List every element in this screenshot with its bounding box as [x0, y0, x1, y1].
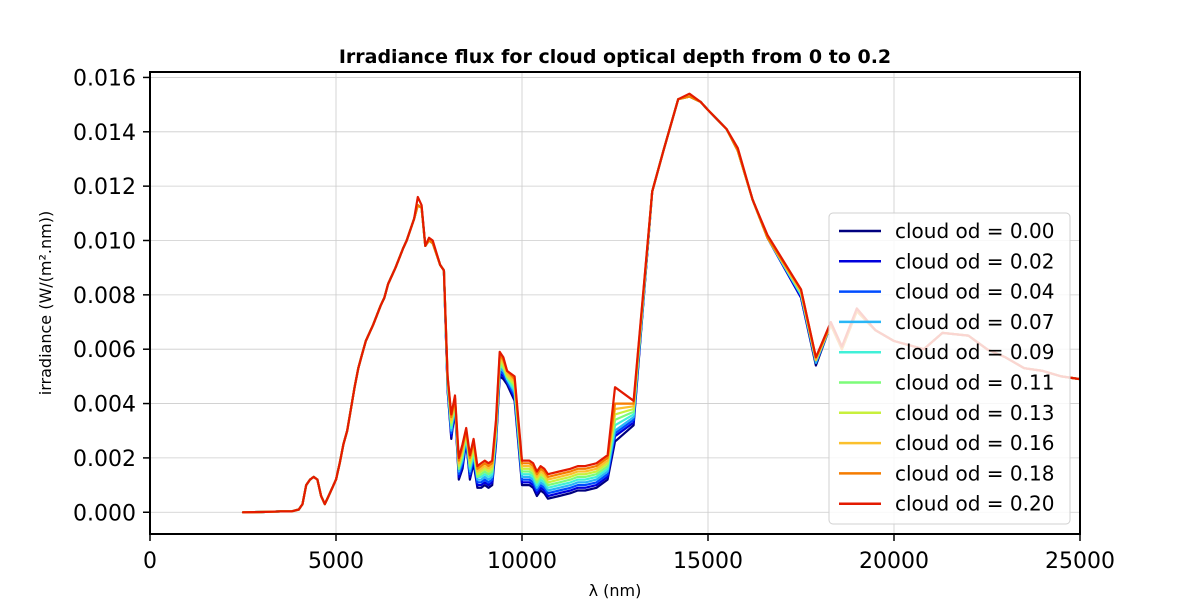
- x-tick-label: 25000: [1045, 549, 1115, 574]
- y-axis-label: irradiance (W/(m².nm)): [36, 211, 55, 395]
- legend-label: cloud od = 0.11: [895, 371, 1054, 395]
- x-tick-label: 10000: [487, 549, 557, 574]
- y-tick-label: 0.008: [73, 284, 136, 309]
- plot-area-frame: [149, 71, 1081, 535]
- legend-label: cloud od = 0.20: [895, 492, 1054, 516]
- series-line-9: [241, 92, 1080, 514]
- plot-series: [241, 92, 1080, 514]
- y-tick-label: 0.000: [73, 501, 136, 526]
- legend-label: cloud od = 0.13: [895, 401, 1054, 425]
- y-tick-label: 0.010: [73, 229, 136, 254]
- x-tick-label: 5000: [308, 549, 364, 574]
- axis-ticks: 0 5000 10000 15000 20000 25000 0.000 0.002 0.004…: [73, 66, 1115, 574]
- x-tick-label: 0: [143, 549, 157, 574]
- legend-label: cloud od = 0.16: [895, 431, 1054, 455]
- legend-label: cloud od = 0.09: [895, 340, 1054, 364]
- y-tick-label: 0.004: [73, 393, 136, 418]
- y-tick-label: 0.014: [73, 121, 136, 146]
- legend-label: cloud od = 0.04: [895, 280, 1054, 304]
- x-axis-label: λ (nm): [589, 581, 642, 600]
- y-tick-label: 0.016: [73, 66, 136, 91]
- legend-label: cloud od = 0.02: [895, 249, 1054, 273]
- x-tick-label: 20000: [859, 549, 929, 574]
- x-tick-label: 15000: [673, 549, 743, 574]
- chart-title: Irradiance flux for cloud optical depth …: [339, 46, 891, 68]
- legend-box: [828, 212, 1071, 525]
- y-tick-label: 0.006: [73, 338, 136, 363]
- y-tick-label: 0.012: [73, 175, 136, 200]
- legend-label: cloud od = 0.18: [895, 461, 1054, 485]
- legend-label: cloud od = 0.07: [895, 310, 1054, 334]
- legend: cloud od = 0.00 cloud od = 0.02 cloud od =…: [828, 212, 1071, 525]
- legend-label: cloud od = 0.00: [895, 219, 1054, 243]
- y-tick-label: 0.002: [73, 447, 136, 472]
